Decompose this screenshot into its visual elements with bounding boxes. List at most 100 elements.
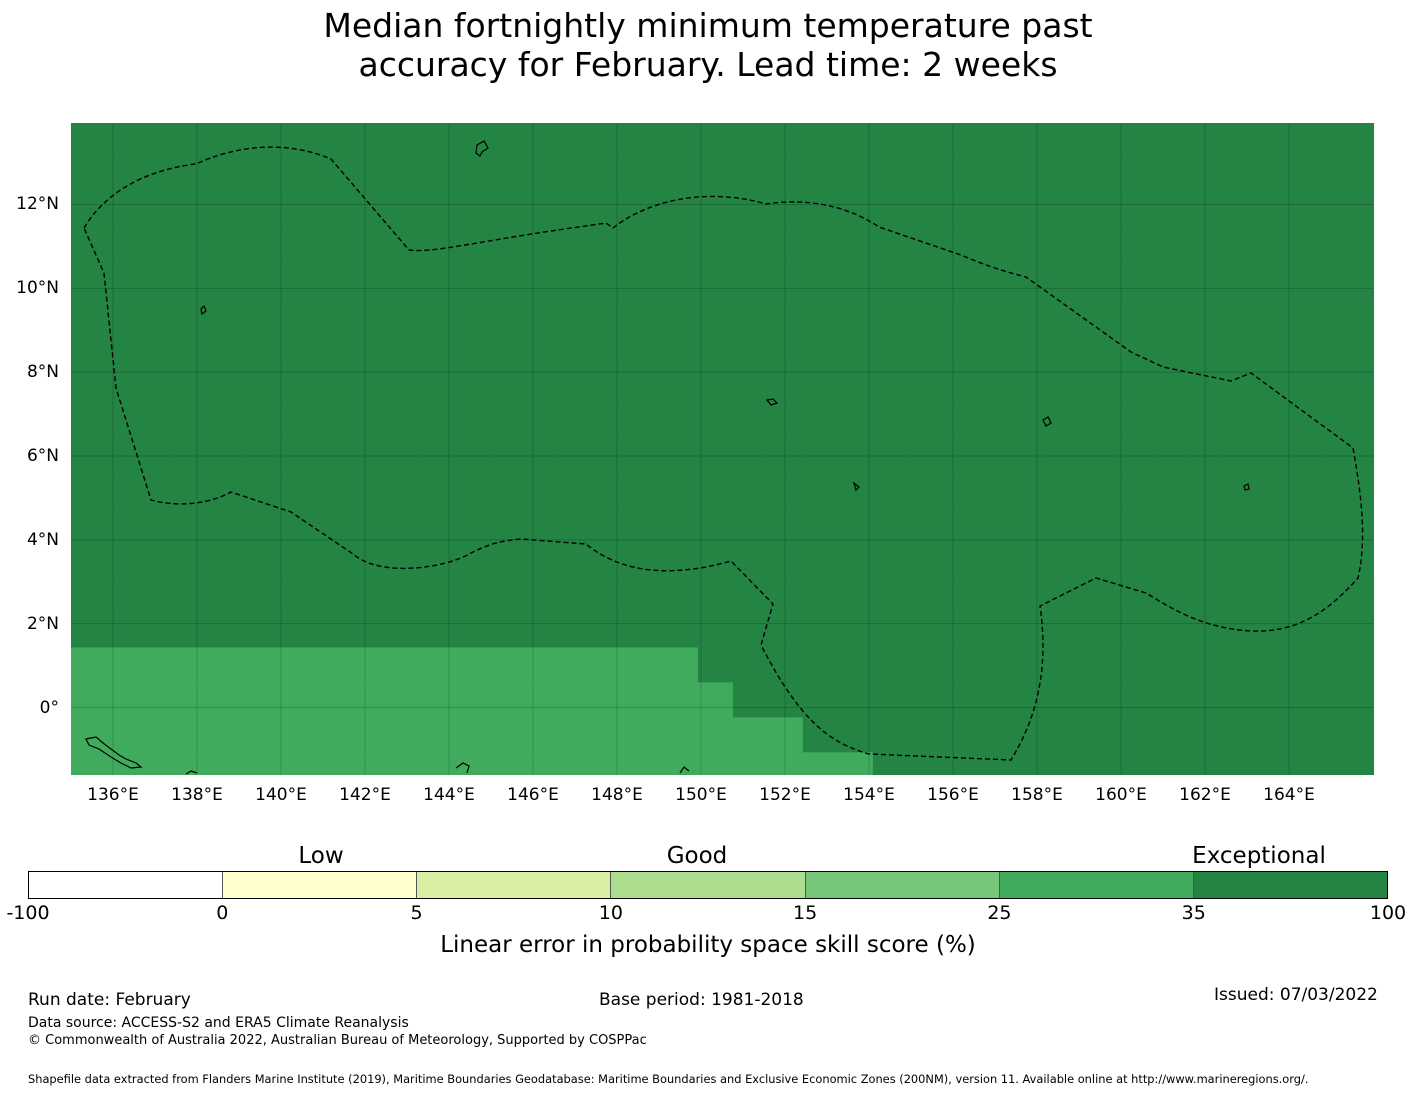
skill-cell [557,297,594,334]
skill-cell [1257,752,1294,775]
skill-cell [1257,577,1294,613]
skill-cell [208,123,244,159]
skill-cell [1257,297,1294,334]
skill-cell [243,123,279,159]
skill-cell [1257,157,1294,194]
skill-cell [71,123,104,159]
skill-cell [313,612,349,648]
skill-cell [348,227,384,264]
skill-cell [1152,682,1189,718]
skill-cell [1362,402,1374,439]
skill-cell [907,297,944,334]
skill-cell [208,717,244,753]
skill-cell [1222,123,1259,159]
skill-cell [383,402,419,439]
skill-cell [907,542,944,578]
skill-cell [523,157,559,194]
skill-cell [977,123,1014,159]
skill-cell [243,402,279,439]
skill-cell [1292,367,1329,404]
skill-cell [837,577,874,613]
skill-cell [1257,402,1294,439]
skill-cell [418,297,454,334]
skill-cell [488,402,524,439]
skill-cell [872,367,909,404]
skill-cell [977,297,1014,334]
skill-cell [418,507,454,544]
skill-cell [627,647,664,683]
skill-cell [1292,542,1329,578]
skill-cell [243,227,279,264]
skill-cell [488,717,524,753]
skill-cell [208,542,244,578]
skill-cell [523,577,559,613]
skill-cell [453,717,489,753]
skill-cell [732,507,769,544]
skill-cell [1257,717,1294,753]
island-outline [1243,483,1250,491]
skill-cell [837,367,874,404]
skill-cell [977,192,1014,229]
lon-tick-label: 136°E [87,785,139,805]
skill-cell [313,752,349,775]
skill-cell [627,507,664,544]
skill-cell [348,647,384,683]
skill-cell [1187,542,1224,578]
island-outline [200,304,207,316]
skill-cell [383,717,419,753]
skill-cell [767,682,804,718]
skill-cell [348,717,384,753]
map-panel[interactable] [71,123,1374,775]
skill-cell [697,647,734,683]
skill-cell [103,402,139,439]
skill-cell [418,402,454,439]
skill-cell [697,752,734,775]
skill-cell [71,367,104,404]
skill-cell [662,612,699,648]
lat-tick-label: 8°N [26,362,59,383]
skill-cell [1082,157,1119,194]
skill-cell [1082,332,1119,369]
skill-cell [348,577,384,613]
skill-cell [1082,367,1119,404]
skill-cell [1082,542,1119,578]
skill-cell [138,682,174,718]
skill-cell [1047,507,1084,544]
skill-cell [1362,437,1374,474]
skill-cell [837,612,874,648]
skill-cell [1152,332,1189,369]
skill-cell [592,192,629,229]
skill-cell [488,542,524,578]
skill-cell [453,437,489,474]
colorbar-segment [999,872,1194,898]
skill-cell [942,297,979,334]
colorbar-tick-label: -100 [6,902,50,924]
skill-cell [802,227,839,264]
skill-cell [732,717,769,753]
skill-cell [592,157,629,194]
skill-cell [802,577,839,613]
skill-cell [697,717,734,753]
skill-cell [1292,577,1329,613]
skill-cell [278,472,314,509]
skill-cell [767,332,804,369]
skill-cell [1292,682,1329,718]
skill-cell [383,752,419,775]
skill-cell [208,227,244,264]
skill-cell [278,227,314,264]
skill-cell [1047,647,1084,683]
skill-cell [1117,227,1154,264]
skill-cell [208,367,244,404]
skill-cell [1152,507,1189,544]
lon-tick-label: 148°E [591,785,643,805]
colorbar-segment [1193,872,1387,898]
skill-cell [907,437,944,474]
island-outline [852,481,860,492]
legend-category-low: Low [298,843,344,869]
skill-cell [557,682,594,718]
skill-cell [802,157,839,194]
skill-cell [1222,542,1259,578]
skill-cell [1012,297,1049,334]
skill-cell [1187,682,1224,718]
skill-cell [453,752,489,775]
